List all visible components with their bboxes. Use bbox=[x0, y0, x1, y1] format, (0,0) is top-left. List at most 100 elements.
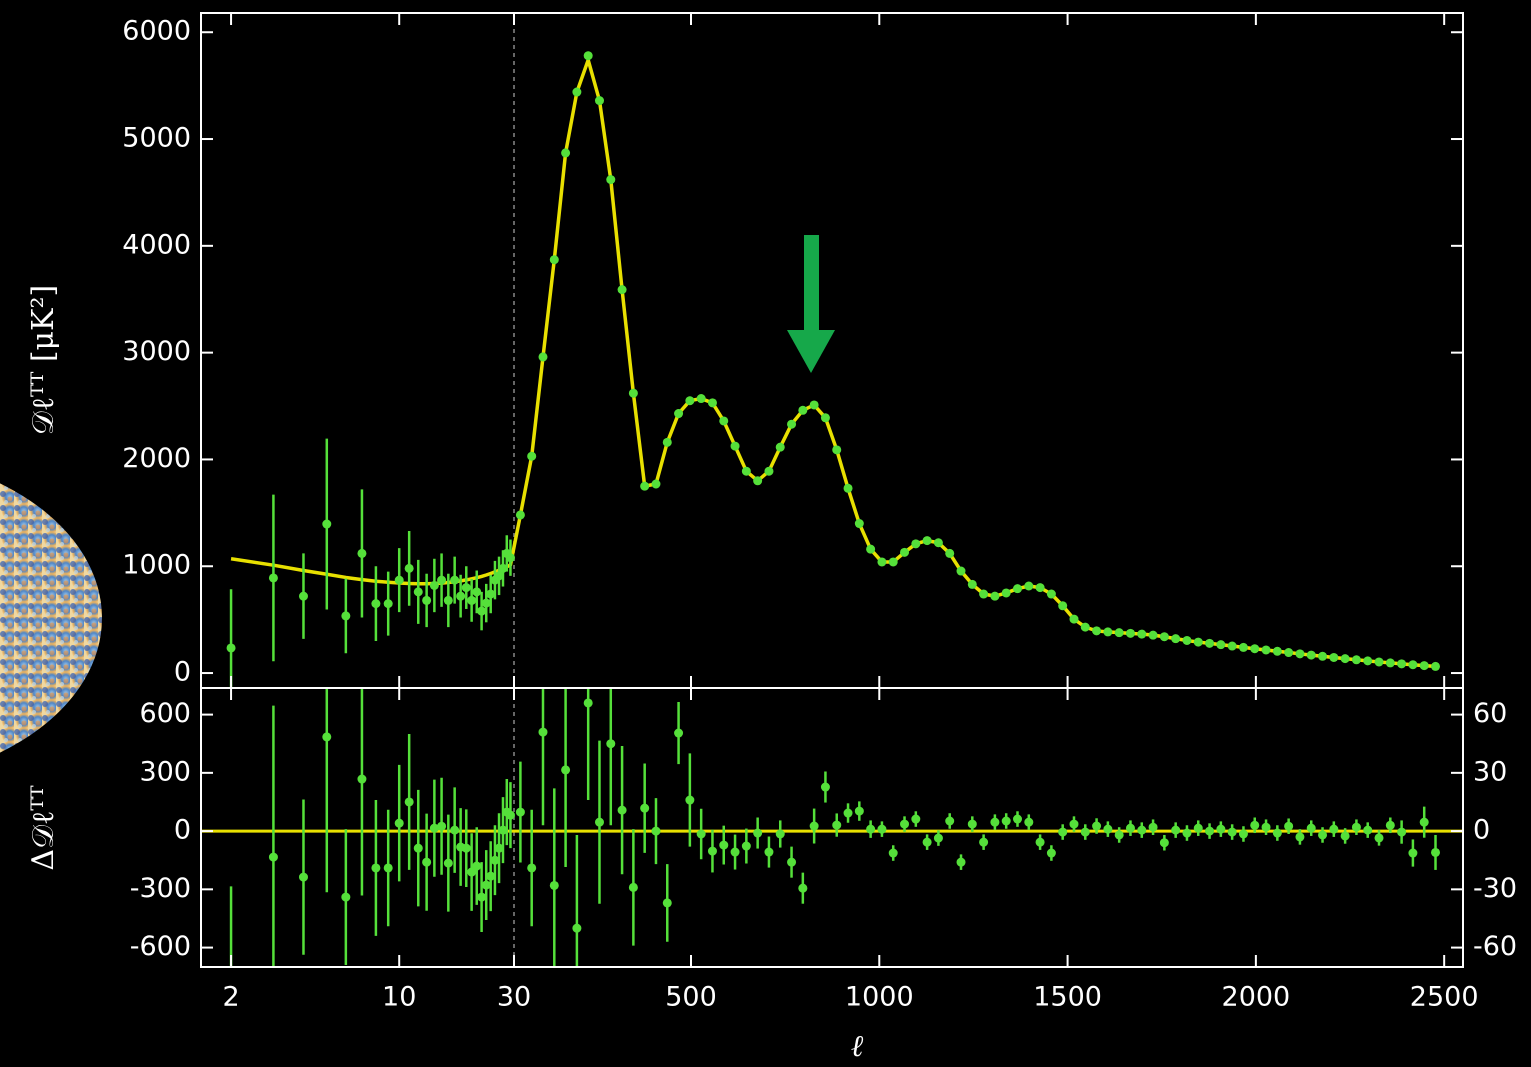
data-point bbox=[394, 818, 404, 828]
data-point bbox=[515, 510, 525, 520]
data-point bbox=[764, 466, 774, 476]
data-point bbox=[1431, 661, 1441, 671]
data-point bbox=[1205, 826, 1215, 836]
data-point bbox=[494, 843, 504, 853]
data-point bbox=[1340, 654, 1350, 664]
data-point bbox=[945, 548, 955, 558]
data-point bbox=[505, 553, 515, 563]
data-point bbox=[730, 847, 740, 857]
data-point bbox=[561, 148, 571, 158]
data-point bbox=[809, 821, 819, 831]
data-point bbox=[1137, 629, 1147, 639]
data-point bbox=[820, 782, 830, 792]
data-point bbox=[383, 863, 393, 873]
x-tick-label: 1500 bbox=[1033, 982, 1102, 1013]
arrow bbox=[787, 235, 835, 373]
data-point bbox=[1351, 822, 1361, 832]
data-point bbox=[498, 563, 508, 573]
data-point bbox=[1035, 837, 1045, 847]
data-point bbox=[1001, 816, 1011, 826]
data-point bbox=[486, 871, 496, 881]
data-point bbox=[437, 575, 447, 585]
data-point bbox=[1012, 584, 1022, 594]
data-point bbox=[1363, 825, 1373, 835]
data-point bbox=[1080, 827, 1090, 837]
x-tick-label: 500 bbox=[665, 982, 717, 1013]
data-point bbox=[787, 857, 797, 867]
data-point bbox=[1058, 601, 1068, 611]
data-point bbox=[753, 476, 763, 486]
data-point bbox=[1069, 614, 1079, 624]
data-point bbox=[1193, 823, 1203, 833]
data-point bbox=[1306, 823, 1316, 833]
data-point bbox=[1419, 817, 1429, 827]
data-point bbox=[572, 87, 582, 97]
data-point bbox=[640, 803, 650, 813]
data-point bbox=[561, 765, 571, 775]
data-point bbox=[990, 817, 1000, 827]
data-point bbox=[226, 643, 236, 653]
data-point bbox=[515, 807, 525, 817]
data-point bbox=[730, 441, 740, 451]
y2-tick-label: 0 bbox=[1473, 815, 1490, 846]
data-point bbox=[341, 892, 351, 902]
data-point bbox=[549, 255, 559, 265]
data-point bbox=[685, 396, 695, 406]
data-point bbox=[1408, 848, 1418, 858]
data-point bbox=[707, 846, 717, 856]
data-point bbox=[911, 539, 921, 549]
data-point bbox=[1397, 827, 1407, 837]
data-point bbox=[1114, 830, 1124, 840]
data-point bbox=[945, 816, 955, 826]
data-point bbox=[753, 828, 763, 838]
data-point bbox=[888, 557, 898, 567]
data-point bbox=[467, 595, 477, 605]
data-point bbox=[617, 285, 627, 295]
data-point bbox=[422, 857, 432, 867]
data-point bbox=[413, 843, 423, 853]
data-point bbox=[1182, 635, 1192, 645]
y-tick-label: 0 bbox=[174, 657, 191, 688]
data-point bbox=[527, 863, 537, 873]
data-point bbox=[357, 774, 367, 784]
data-point bbox=[956, 857, 966, 867]
data-point bbox=[594, 817, 604, 827]
data-point bbox=[911, 814, 921, 824]
data-point bbox=[798, 405, 808, 415]
data-point bbox=[1295, 832, 1305, 842]
x-tick-label: 2500 bbox=[1410, 982, 1479, 1013]
data-point bbox=[1148, 822, 1158, 832]
data-point bbox=[1171, 634, 1181, 644]
data-point bbox=[477, 606, 487, 616]
data-point bbox=[606, 739, 616, 749]
data-point bbox=[298, 591, 308, 601]
data-point bbox=[1397, 659, 1407, 669]
data-point bbox=[298, 872, 308, 882]
data-point bbox=[832, 820, 842, 830]
data-point bbox=[979, 589, 989, 599]
data-point bbox=[1069, 819, 1079, 829]
data-point bbox=[429, 823, 439, 833]
data-point bbox=[628, 388, 638, 398]
data-point bbox=[707, 398, 717, 408]
data-point bbox=[498, 825, 508, 835]
data-point bbox=[877, 557, 887, 567]
data-point bbox=[628, 882, 638, 892]
data-point bbox=[450, 825, 460, 835]
data-point bbox=[1272, 828, 1282, 838]
data-point bbox=[1159, 632, 1169, 642]
data-point bbox=[1351, 655, 1361, 665]
data-point bbox=[538, 727, 548, 737]
frame bbox=[200, 12, 1464, 968]
x-tick-label: 2 bbox=[222, 982, 239, 1013]
data-point bbox=[371, 599, 381, 609]
data-point bbox=[933, 833, 943, 843]
axes: 01000200030004000500060006003000-300-600… bbox=[122, 13, 1517, 1013]
data-point bbox=[505, 810, 515, 820]
data-point bbox=[1171, 825, 1181, 835]
data-point bbox=[719, 840, 729, 850]
data-point bbox=[1001, 588, 1011, 598]
data-point bbox=[1272, 646, 1282, 656]
data-point bbox=[1012, 814, 1022, 824]
data-point bbox=[685, 795, 695, 805]
